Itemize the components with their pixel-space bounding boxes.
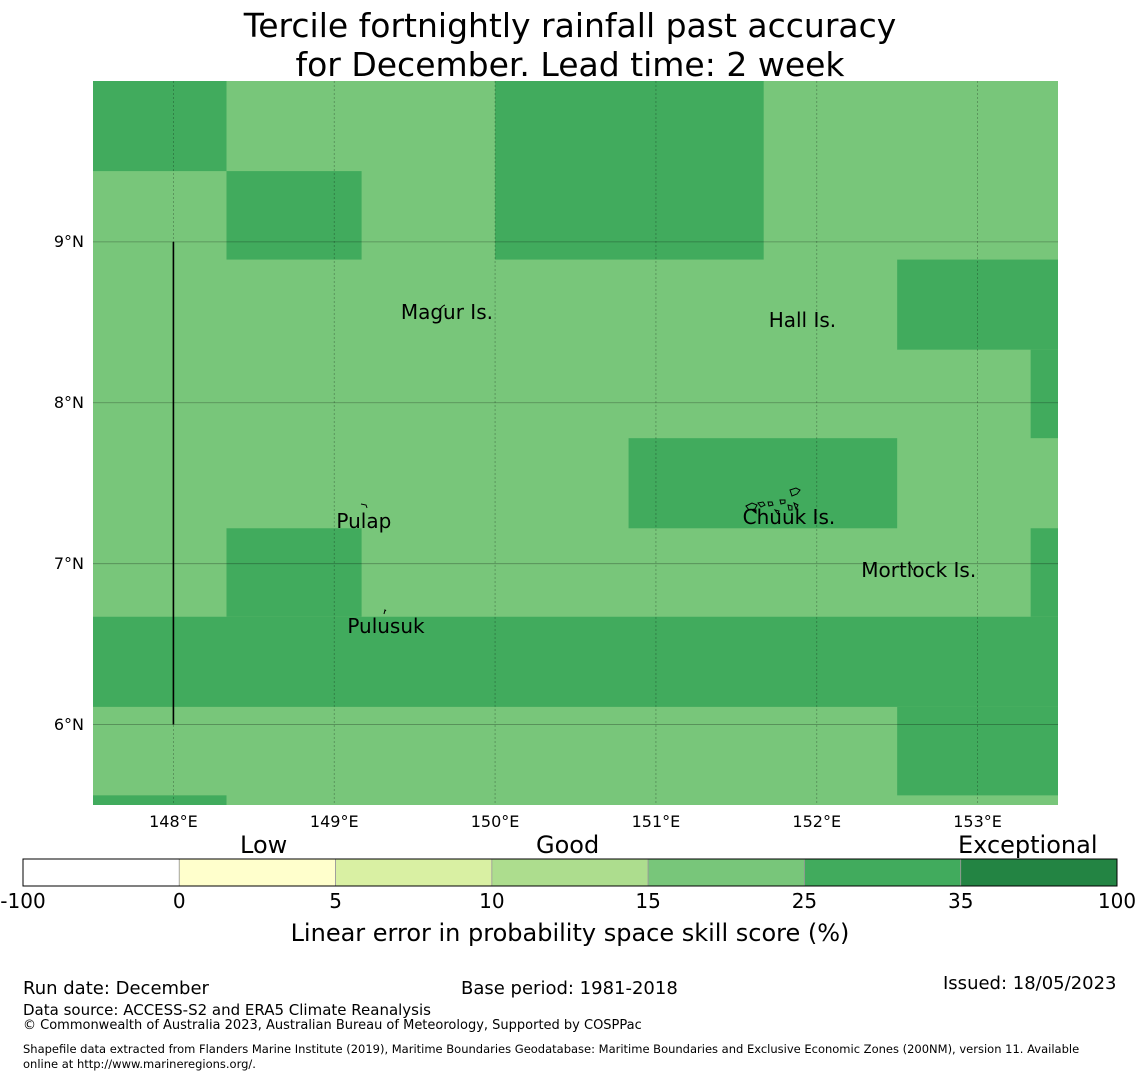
- magur-island-outline: [439, 304, 446, 311]
- place-label-chuuk: Chuuk Is.: [742, 504, 836, 529]
- chuuk-lagoon-outline: [745, 487, 801, 516]
- run-date: Run date: December: [23, 978, 209, 999]
- colorbar: [22, 858, 1118, 887]
- lat-tick-label: 6°N: [53, 714, 84, 734]
- pulap-island-outline: [360, 503, 368, 509]
- colorbar-tick: 0: [172, 889, 186, 913]
- skill-cell-25-35: [1030, 528, 1058, 617]
- colorbar-segment: [960, 858, 1118, 887]
- colorbar-tick: 10: [479, 889, 505, 913]
- map-title-line-2: for December. Lead time: 2 week: [295, 45, 845, 84]
- place-label-pulusuk: Pulusuk: [347, 614, 425, 639]
- colorbar-tick: -100: [0, 889, 46, 913]
- place-label-mortlock: Mortlock Is.: [861, 557, 977, 582]
- place-label-pulap: Pulap: [336, 509, 392, 534]
- colorbar-segment: [335, 858, 493, 887]
- pulusuk-island-outline: [383, 609, 387, 615]
- colorbar-segment: [491, 858, 649, 887]
- colorbar-axis-label: Linear error in probability space skill …: [290, 919, 850, 947]
- colorbar-tick: 35: [947, 889, 974, 913]
- colorbar-category-exceptional: Exceptional: [958, 831, 1098, 859]
- skill-cell-25-35: [897, 706, 1058, 796]
- place-label-magur: Magur Is.: [400, 300, 493, 325]
- lon-tick-label: 148°E: [149, 812, 198, 831]
- skill-cell-25-35: [226, 528, 362, 617]
- lat-tick-label: 7°N: [53, 553, 84, 573]
- colorbar-tick: 25: [791, 889, 818, 913]
- colorbar-segment: [178, 858, 336, 887]
- issued-date: Issued: 18/05/2023: [943, 973, 1117, 994]
- skill-cell-25-35: [93, 616, 1058, 707]
- skill-cell-25-35: [495, 81, 764, 260]
- skill-cell-25-35: [93, 795, 227, 805]
- graticule: [93, 81, 1058, 805]
- place-label-hall: Hall Is.: [768, 308, 837, 333]
- colorbar-tick: 15: [635, 889, 661, 913]
- map-title-line-1: Tercile fortnightly rainfall past accura…: [243, 6, 897, 45]
- island-outlines: [360, 304, 914, 615]
- colorbar-tick: 5: [329, 889, 342, 913]
- skill-cell-25-35: [897, 259, 1058, 350]
- base-period: Base period: 1981-2018: [461, 978, 678, 999]
- data-source: Data source: ACCESS-S2 and ERA5 Climate …: [23, 1001, 431, 1019]
- lon-tick-label: 153°E: [953, 812, 1002, 831]
- skill-cells: [93, 81, 1058, 805]
- lon-tick-label: 152°E: [792, 812, 842, 831]
- skill-map: [93, 81, 1058, 805]
- colorbar-segment: [647, 858, 805, 887]
- skill-cell-25-35: [628, 438, 898, 529]
- colorbar-category-low: Low: [240, 831, 288, 859]
- copyright-notice: © Commonwealth of Australia 2023, Austra…: [23, 1018, 642, 1033]
- skill-cell-25-35: [1030, 349, 1058, 439]
- colorbar-category-good: Good: [536, 831, 600, 859]
- colorbar-tick: 100: [1097, 889, 1137, 913]
- lat-tick-label: 9°N: [53, 231, 84, 251]
- lon-tick-label: 151°E: [631, 812, 681, 831]
- lon-tick-label: 150°E: [470, 812, 520, 831]
- skill-cell-25-35: [226, 171, 362, 260]
- colorbar-segment: [22, 858, 180, 887]
- lat-tick-label: 8°N: [53, 392, 84, 412]
- mortlock-island-outline: [907, 562, 914, 571]
- colorbar-segment: [804, 858, 962, 887]
- shapefile-credit-line-2: online at http://www.marineregions.org/.: [23, 1057, 256, 1071]
- colorbar-outline: [22, 858, 1118, 887]
- lon-tick-label: 149°E: [309, 812, 359, 831]
- shapefile-credit-line-1: Shapefile data extracted from Flanders M…: [23, 1042, 1080, 1056]
- skill-cell-25-35: [93, 81, 227, 172]
